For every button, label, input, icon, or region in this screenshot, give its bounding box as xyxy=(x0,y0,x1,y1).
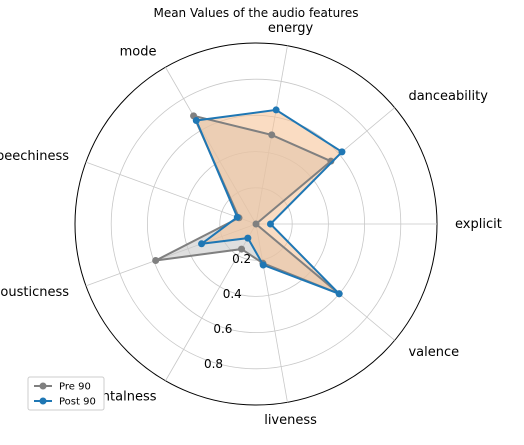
axis-label-danceability: danceability xyxy=(408,89,488,104)
radial-tick-0.6: 0.6 xyxy=(213,322,232,336)
point-s1-acousticness xyxy=(152,257,160,265)
legend-marker-1 xyxy=(39,382,47,390)
point-s1-explicit xyxy=(252,220,260,228)
axis-label-acousticness: acousticness xyxy=(0,285,69,300)
axis-label-explicit: explicit xyxy=(455,217,502,232)
axis-label-valence: valence xyxy=(408,345,459,360)
point-s2-mode xyxy=(192,117,200,125)
point-s2-liveness xyxy=(259,261,267,269)
point-s2-energy xyxy=(272,106,280,114)
series-line-2 xyxy=(194,108,344,295)
axis-label-speechiness: speechiness xyxy=(0,149,69,164)
point-s2-acousticness xyxy=(198,240,206,248)
point-s2-explicit xyxy=(266,220,274,228)
point-s2-speechiness xyxy=(233,213,241,221)
point-s2-danceability xyxy=(338,148,346,156)
axis-label-energy: energy xyxy=(268,21,314,36)
legend-label-2: Post 90 xyxy=(59,397,96,408)
point-s1-danceability xyxy=(327,157,335,165)
legend-label-1: Pre 90 xyxy=(59,382,91,393)
point-s2-instrumentalness xyxy=(244,234,252,242)
legend-marker-2 xyxy=(39,397,47,405)
radial-tick-0.8: 0.8 xyxy=(204,357,223,371)
point-s1-energy xyxy=(268,131,276,139)
point-s2-valence xyxy=(335,290,343,298)
radar-series xyxy=(152,106,346,298)
axis-label-liveness: liveness xyxy=(264,413,317,428)
axis-label-mode: mode xyxy=(120,45,157,60)
series-fill-2 xyxy=(196,109,342,294)
radial-tick-0.2: 0.2 xyxy=(232,252,251,266)
radial-tick-labels: 0.2 0.4 0.6 0.8 xyxy=(204,252,251,371)
point-s1-instrumentalness xyxy=(238,245,246,253)
legend: Pre 90 Post 90 xyxy=(27,376,105,411)
chart-title: Mean Values of the audio features xyxy=(153,6,358,20)
radial-tick-0.4: 0.4 xyxy=(223,287,242,301)
spoke-speechiness xyxy=(85,161,257,225)
